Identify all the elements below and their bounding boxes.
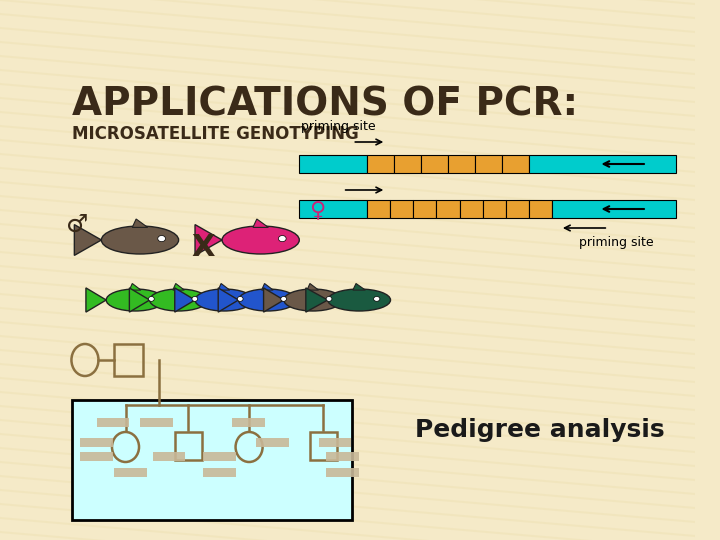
Ellipse shape xyxy=(238,289,297,311)
Text: ♂: ♂ xyxy=(66,213,88,237)
Text: X: X xyxy=(191,233,215,262)
Ellipse shape xyxy=(222,226,300,254)
Bar xyxy=(482,200,506,218)
Bar xyxy=(80,438,113,447)
Polygon shape xyxy=(261,284,273,290)
Bar xyxy=(232,418,264,427)
Polygon shape xyxy=(253,219,269,227)
Bar xyxy=(153,452,185,461)
Ellipse shape xyxy=(374,296,380,301)
Text: ♀: ♀ xyxy=(309,200,325,220)
Ellipse shape xyxy=(195,289,253,311)
Bar xyxy=(310,432,337,460)
Bar xyxy=(502,155,529,173)
Bar xyxy=(140,418,173,427)
Polygon shape xyxy=(218,284,230,290)
Polygon shape xyxy=(195,225,222,255)
Ellipse shape xyxy=(106,289,164,311)
Bar xyxy=(114,344,143,376)
Text: MICROSATELLITE GENOTYPING: MICROSATELLITE GENOTYPING xyxy=(73,125,359,143)
Bar xyxy=(552,200,676,218)
Polygon shape xyxy=(86,288,106,312)
Ellipse shape xyxy=(281,296,287,301)
Bar xyxy=(529,155,676,173)
Text: APPLICATIONS OF PCR:: APPLICATIONS OF PCR: xyxy=(73,85,579,123)
Polygon shape xyxy=(130,284,141,290)
Ellipse shape xyxy=(328,289,390,311)
Ellipse shape xyxy=(284,289,342,311)
Bar xyxy=(390,200,413,218)
Ellipse shape xyxy=(279,235,286,242)
Ellipse shape xyxy=(148,296,154,301)
Polygon shape xyxy=(74,225,102,255)
Bar xyxy=(448,155,475,173)
Bar xyxy=(475,155,502,173)
Bar xyxy=(506,200,529,218)
Text: priming site: priming site xyxy=(580,236,654,249)
Polygon shape xyxy=(353,284,366,290)
Polygon shape xyxy=(306,288,328,312)
Bar xyxy=(96,418,130,427)
Polygon shape xyxy=(218,288,238,312)
Bar xyxy=(80,452,113,461)
Bar xyxy=(459,200,482,218)
Bar xyxy=(367,200,390,218)
Bar xyxy=(203,468,235,477)
Polygon shape xyxy=(130,288,150,312)
Bar xyxy=(256,438,289,447)
Ellipse shape xyxy=(158,235,166,242)
Bar xyxy=(300,200,367,218)
Bar xyxy=(421,155,448,173)
Bar xyxy=(300,155,367,173)
Bar xyxy=(175,432,202,460)
Bar xyxy=(413,200,436,218)
Bar xyxy=(326,452,359,461)
Polygon shape xyxy=(173,284,184,290)
Ellipse shape xyxy=(192,296,198,301)
Text: Pedigree analysis: Pedigree analysis xyxy=(415,418,665,442)
Polygon shape xyxy=(175,288,195,312)
Polygon shape xyxy=(132,219,148,227)
Bar xyxy=(73,400,352,520)
Ellipse shape xyxy=(150,289,207,311)
Polygon shape xyxy=(264,288,284,312)
Bar xyxy=(114,468,147,477)
Bar xyxy=(318,438,351,447)
Polygon shape xyxy=(307,284,318,290)
Ellipse shape xyxy=(238,296,243,301)
Ellipse shape xyxy=(102,226,179,254)
Ellipse shape xyxy=(326,296,332,301)
Text: priming site: priming site xyxy=(301,120,376,133)
Bar xyxy=(326,468,359,477)
Bar xyxy=(203,452,235,461)
Bar xyxy=(529,200,552,218)
Bar xyxy=(367,155,394,173)
Bar xyxy=(436,200,459,218)
Bar xyxy=(394,155,421,173)
